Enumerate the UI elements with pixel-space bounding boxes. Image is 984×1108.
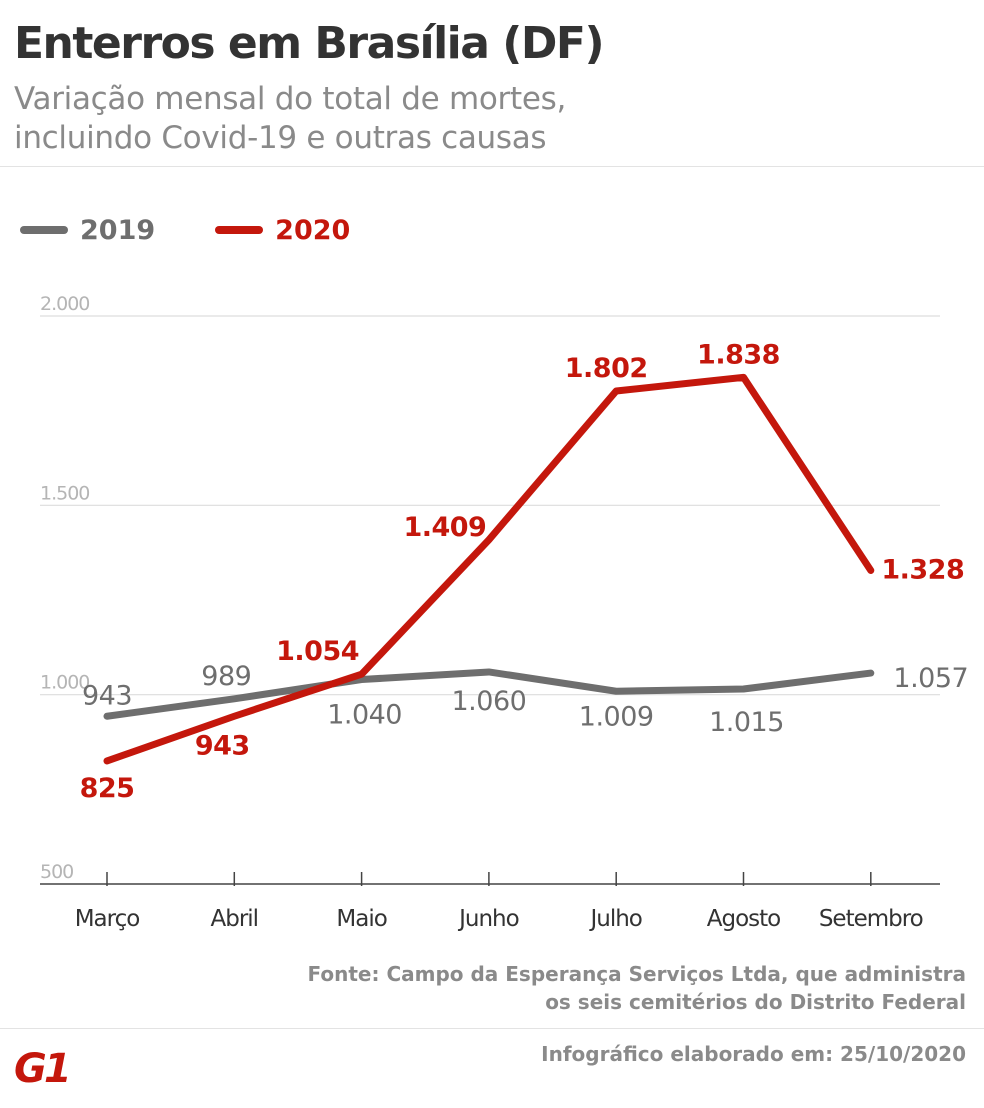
- x-tick-label-6: Setembro: [819, 906, 923, 932]
- data-label-2019-3: 1.060: [452, 686, 527, 717]
- chart-title: Enterros em Brasília (DF): [14, 18, 605, 69]
- source-line-2: os seis cemitérios do Distrito Federal: [545, 990, 966, 1014]
- y-tick-label-1500: 1.500: [40, 482, 89, 504]
- series-line-2020: [103, 373, 875, 765]
- source-line-1: Fonte: Campo da Esperança Serviços Ltda,…: [307, 962, 966, 986]
- chart-subtitle: Variação mensal do total de mortes, incl…: [14, 80, 914, 158]
- subtitle-line-1: Variação mensal do total de mortes,: [14, 81, 567, 117]
- x-tick-label-2: Maio: [336, 906, 386, 932]
- series-lines: [103, 373, 875, 765]
- legend-swatch-2019: [20, 226, 68, 234]
- x-tick-label-5: Agosto: [707, 906, 780, 932]
- grid-lines: 500 1.000 1.500 2.000: [40, 293, 940, 883]
- data-label-2019-4: 1.009: [579, 701, 654, 732]
- x-tick-label-3: Junho: [457, 906, 519, 932]
- data-label-2019-6: 1.057: [893, 663, 968, 694]
- data-label-2020-0: 825: [80, 773, 135, 804]
- data-label-2019-5: 1.015: [709, 707, 784, 738]
- footer-divider: [0, 1028, 984, 1029]
- data-label-2020-2: 1.054: [276, 636, 359, 667]
- subtitle-line-2: incluindo Covid-19 e outras causas: [14, 120, 547, 156]
- chart-legend: 2019 2020: [20, 212, 410, 248]
- x-tick-label-0: Março: [75, 906, 140, 932]
- g1-logo: G1: [14, 1046, 72, 1092]
- data-labels: 943 989 1.040 1.060 1.009 1.015 1.057 825 943 1.0…: [80, 339, 969, 804]
- x-tick-label-1: Abril: [211, 906, 259, 932]
- legend-swatch-2020: [215, 226, 264, 234]
- data-label-2019-0: 943: [82, 680, 132, 711]
- series-line-2019: [103, 668, 875, 720]
- legend-item-2020: 2020: [215, 215, 350, 246]
- line-chart: 500 1.000 1.500 2.000 Março Abril Maio Junho Ju…: [40, 293, 969, 932]
- data-label-2019-2: 1.040: [327, 700, 402, 731]
- data-label-2020-6: 1.328: [881, 554, 964, 585]
- infographic-credit: Infográfico elaborado em: 25/10/2020: [541, 1042, 966, 1066]
- legend-item-2019: 2019: [20, 215, 155, 246]
- data-label-2019-1: 989: [201, 661, 251, 692]
- y-tick-label-2000: 2.000: [40, 293, 89, 315]
- x-tick-label-4: Julho: [588, 906, 641, 932]
- data-label-2020-4: 1.802: [565, 353, 648, 384]
- data-label-2020-1: 943: [195, 730, 250, 761]
- data-label-2020-3: 1.409: [403, 512, 486, 543]
- legend-label-2020: 2020: [275, 214, 351, 246]
- legend-label-2019: 2019: [80, 214, 156, 246]
- y-tick-label-500: 500: [40, 861, 73, 883]
- y-tick-label-1000: 1.000: [40, 672, 89, 694]
- data-label-2020-5: 1.838: [697, 339, 780, 370]
- header-divider: [0, 166, 984, 167]
- x-axis: Março Abril Maio Junho Julho Agosto Setembro: [40, 872, 940, 932]
- source-note: Fonte: Campo da Esperança Serviços Ltda,…: [246, 960, 966, 1016]
